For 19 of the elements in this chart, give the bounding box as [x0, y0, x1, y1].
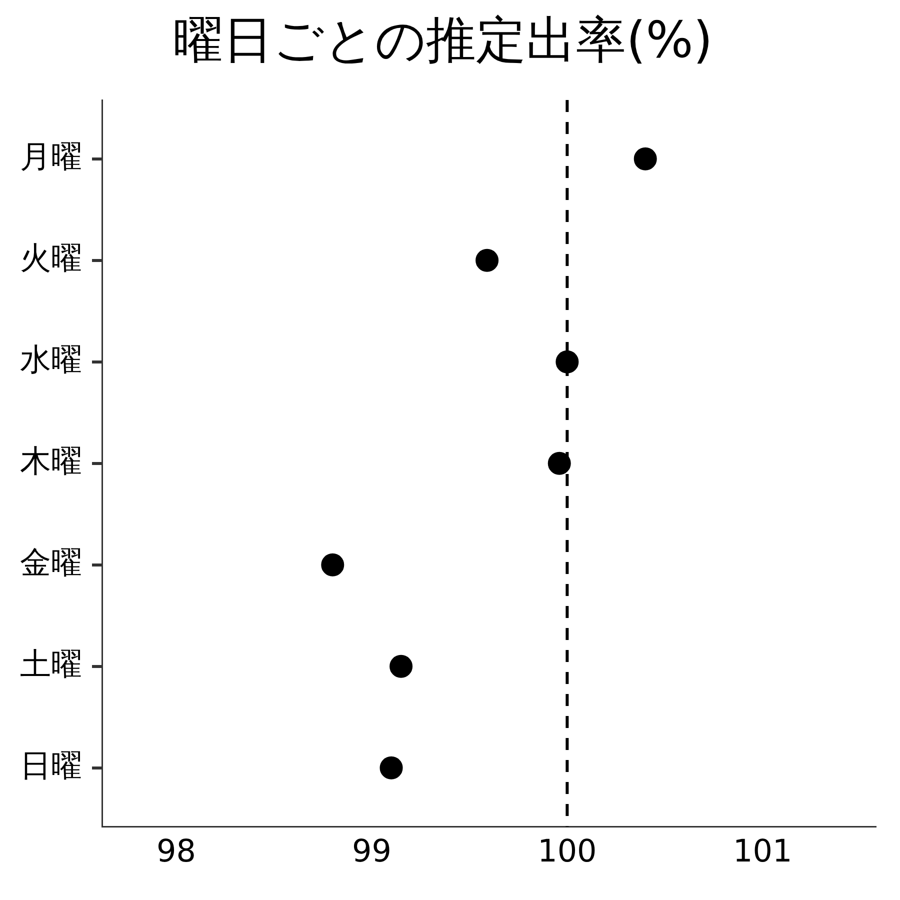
chart-title: 曜日ごとの推定出率(%): [173, 10, 713, 69]
y-tick-label: 日曜: [20, 748, 82, 784]
point: [380, 756, 403, 780]
y-tick-label: 金曜: [20, 544, 82, 581]
point: [321, 553, 344, 576]
x-tick-label: 100: [538, 833, 597, 870]
point: [476, 248, 499, 272]
x-tick-label: 98: [156, 833, 196, 870]
x-tick-label: 101: [733, 833, 792, 870]
y-tick-label: 火曜: [20, 240, 82, 276]
point: [390, 654, 413, 678]
point: [548, 452, 571, 475]
y-tick-label: 月曜: [20, 138, 82, 175]
y-tick-label: 水曜: [20, 342, 82, 378]
point: [634, 147, 657, 170]
y-tick-label: 土曜: [20, 646, 82, 682]
point: [556, 350, 579, 374]
y-tick-label: 木曜: [20, 443, 82, 480]
x-tick-label: 99: [352, 833, 392, 870]
